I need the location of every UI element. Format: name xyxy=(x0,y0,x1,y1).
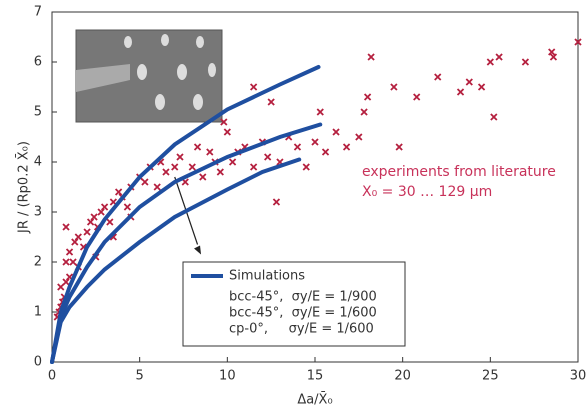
experiment-point xyxy=(465,78,473,86)
experiment-point xyxy=(71,238,79,246)
experiment-point xyxy=(65,248,74,256)
experiment-point xyxy=(434,73,442,81)
inset-image xyxy=(75,29,223,123)
experiment-point xyxy=(413,93,421,101)
legend-entry: cp-0°, σy/E = 1/600 xyxy=(229,322,374,337)
legend-title: Simulations xyxy=(229,269,305,284)
experiment-point xyxy=(363,93,372,101)
x-tick-label: 10 xyxy=(219,369,236,384)
x-tick-label: 5 xyxy=(136,369,144,384)
y-tick-label: 3 xyxy=(34,205,42,220)
experiment-point xyxy=(62,278,70,286)
y-tick-label: 1 xyxy=(34,305,42,320)
experiment-point xyxy=(302,163,310,171)
y-tick-label: 2 xyxy=(34,255,42,270)
legend-entry: bcc-45°, σy/E = 1/900 xyxy=(229,290,377,305)
x-tick-label: 0 xyxy=(48,369,56,384)
experiment-point xyxy=(223,128,231,136)
experiment-point xyxy=(249,163,258,171)
experiment-point xyxy=(332,128,340,136)
experiment-point xyxy=(193,143,202,151)
experiment-point xyxy=(62,258,70,266)
experiment-point xyxy=(549,53,558,61)
experiment-point xyxy=(97,208,105,216)
experiment-point xyxy=(228,158,237,166)
experiment-point xyxy=(123,203,132,211)
simulation-line xyxy=(50,122,323,364)
experiment-point xyxy=(69,258,77,266)
experiment-point xyxy=(62,223,70,231)
experiment-point xyxy=(106,218,114,226)
experiment-point xyxy=(548,48,556,56)
y-tick-label: 7 xyxy=(34,5,42,20)
experiment-point xyxy=(216,168,224,176)
legend-entry: bcc-45°, σy/E = 1/600 xyxy=(229,306,377,321)
x-tick-label: 15 xyxy=(307,369,324,384)
annotation: X₀ = 30 … 129 µm xyxy=(362,184,492,200)
experiment-point xyxy=(206,148,214,156)
experiment-point xyxy=(395,143,403,151)
experiment-point xyxy=(456,88,465,96)
experiment-point xyxy=(264,153,272,161)
x-tick-label: 30 xyxy=(570,369,587,384)
experiment-point xyxy=(267,98,275,106)
experiment-point xyxy=(360,108,368,116)
experiment-point xyxy=(57,283,65,291)
x-tick-label: 20 xyxy=(394,369,411,384)
experiment-point xyxy=(114,188,123,196)
experiment-point xyxy=(86,218,95,226)
simulation-line xyxy=(50,65,321,364)
experiment-point xyxy=(176,153,184,161)
experiment-point xyxy=(367,53,375,61)
experiment-point xyxy=(390,83,398,91)
experiment-point xyxy=(141,178,149,186)
experiment-point xyxy=(171,163,179,171)
y-tick-label: 4 xyxy=(34,155,42,170)
annotation: experiments from literature xyxy=(362,164,556,180)
experiment-point xyxy=(220,118,228,126)
experiment-point xyxy=(495,53,503,61)
experiment-point xyxy=(486,58,494,66)
experiment-point xyxy=(574,38,582,46)
experiment-point xyxy=(83,228,91,236)
simulation-line xyxy=(50,157,302,364)
experiment-point xyxy=(100,203,109,211)
experiment-point xyxy=(293,143,302,151)
experiment-point xyxy=(490,113,498,121)
experiment-point xyxy=(355,133,363,141)
experiment-point xyxy=(321,148,330,156)
x-axis-label: Δa/X̄₀ xyxy=(297,392,332,407)
experiment-point xyxy=(90,213,98,221)
experiment-point xyxy=(74,233,82,241)
experiment-point xyxy=(249,83,258,91)
y-tick-label: 6 xyxy=(34,55,42,70)
experiment-point xyxy=(342,143,351,151)
y-tick-label: 5 xyxy=(34,105,42,120)
y-tick-label: 0 xyxy=(34,355,42,370)
experiment-point xyxy=(199,173,207,181)
x-tick-label: 25 xyxy=(482,369,499,384)
experiment-point xyxy=(162,168,170,176)
experiment-point xyxy=(188,163,196,171)
experiment-point xyxy=(311,138,319,146)
experiment-point xyxy=(272,198,281,206)
experiment-point xyxy=(316,108,324,116)
y-axis-label: JR / (Rp0.2 X̄₀) xyxy=(16,141,31,234)
arrow-head xyxy=(194,245,202,255)
experiment-point xyxy=(153,183,161,191)
experiment-point xyxy=(477,83,486,91)
experiment-point xyxy=(521,58,530,66)
